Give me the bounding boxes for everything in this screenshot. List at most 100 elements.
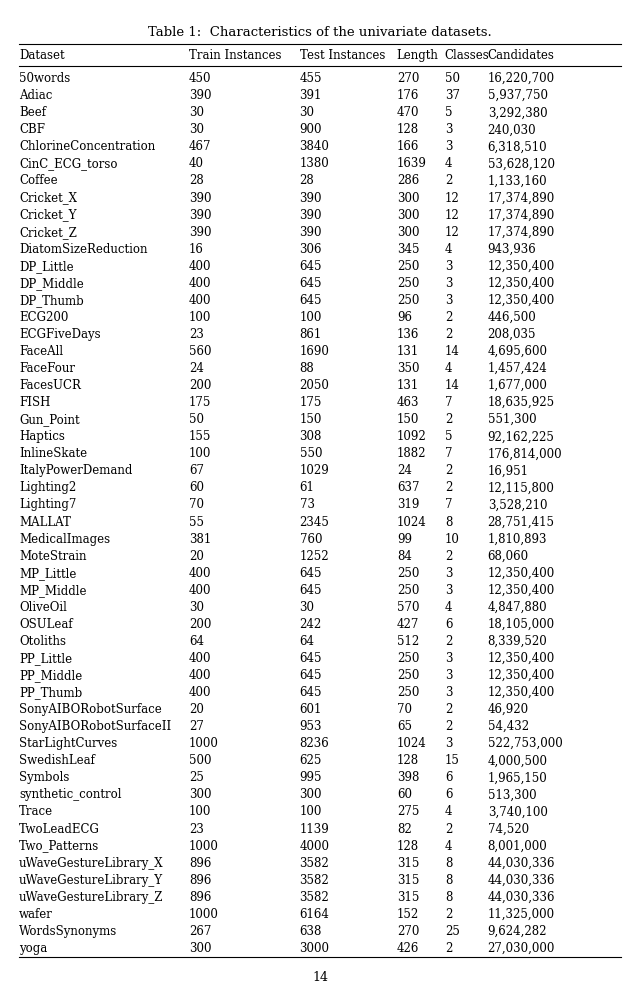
Text: 82: 82	[397, 823, 412, 836]
Text: InlineSkate: InlineSkate	[19, 447, 87, 460]
Text: 7: 7	[445, 447, 452, 460]
Text: 5: 5	[445, 430, 452, 443]
Text: 5: 5	[445, 106, 452, 119]
Text: 315: 315	[397, 874, 419, 887]
Text: 44,030,336: 44,030,336	[488, 874, 555, 887]
Text: 7: 7	[445, 499, 452, 511]
Text: 12,350,400: 12,350,400	[488, 652, 555, 665]
Text: 28,751,415: 28,751,415	[488, 516, 555, 528]
Text: 2: 2	[445, 823, 452, 836]
Text: 37: 37	[445, 89, 460, 102]
Text: 17,374,890: 17,374,890	[488, 225, 555, 238]
Text: 27: 27	[189, 720, 204, 733]
Text: FaceAll: FaceAll	[19, 345, 63, 358]
Text: 65: 65	[397, 720, 412, 733]
Text: 23: 23	[189, 328, 204, 341]
Text: 3: 3	[445, 260, 452, 273]
Text: 250: 250	[397, 260, 419, 273]
Text: 40: 40	[189, 157, 204, 170]
Text: TwoLeadECG: TwoLeadECG	[19, 823, 100, 836]
Text: 2: 2	[445, 908, 452, 921]
Text: 128: 128	[397, 840, 419, 853]
Text: 645: 645	[300, 686, 322, 699]
Text: 3: 3	[445, 669, 452, 682]
Text: 400: 400	[189, 260, 211, 273]
Text: 17,374,890: 17,374,890	[488, 208, 555, 221]
Text: 250: 250	[397, 294, 419, 307]
Text: 645: 645	[300, 260, 322, 273]
Text: 645: 645	[300, 669, 322, 682]
Text: 240,030: 240,030	[488, 123, 536, 136]
Text: Cricket_Y: Cricket_Y	[19, 208, 77, 221]
Text: 391: 391	[300, 89, 322, 102]
Text: 100: 100	[300, 311, 322, 324]
Text: 1024: 1024	[397, 737, 426, 750]
Text: 390: 390	[189, 191, 211, 204]
Text: 11,325,000: 11,325,000	[488, 908, 555, 921]
Text: SonyAIBORobotSurface: SonyAIBORobotSurface	[19, 703, 162, 716]
Text: 645: 645	[300, 294, 322, 307]
Text: 467: 467	[189, 140, 211, 153]
Text: 84: 84	[397, 550, 412, 563]
Text: 3582: 3582	[300, 857, 329, 870]
Text: SwedishLeaf: SwedishLeaf	[19, 755, 95, 768]
Text: 601: 601	[300, 703, 322, 716]
Text: 12: 12	[445, 208, 460, 221]
Text: 400: 400	[189, 669, 211, 682]
Text: 175: 175	[300, 396, 322, 409]
Text: 1029: 1029	[300, 464, 329, 477]
Text: 3: 3	[445, 686, 452, 699]
Text: 30: 30	[300, 106, 314, 119]
Text: 943,936: 943,936	[488, 242, 536, 256]
Text: 250: 250	[397, 652, 419, 665]
Text: 2: 2	[445, 635, 452, 648]
Text: 390: 390	[300, 208, 322, 221]
Text: Dataset: Dataset	[19, 49, 65, 61]
Text: 92,162,225: 92,162,225	[488, 430, 554, 443]
Text: 900: 900	[300, 123, 322, 136]
Text: 570: 570	[397, 601, 419, 614]
Text: 55: 55	[189, 516, 204, 528]
Text: ItalyPowerDemand: ItalyPowerDemand	[19, 464, 132, 477]
Text: 50: 50	[189, 413, 204, 426]
Text: 1882: 1882	[397, 447, 426, 460]
Text: uWaveGestureLibrary_Y: uWaveGestureLibrary_Y	[19, 874, 163, 887]
Text: 50words: 50words	[19, 72, 70, 85]
Text: 638: 638	[300, 925, 322, 938]
Text: Candidates: Candidates	[488, 49, 554, 61]
Text: Coffee: Coffee	[19, 174, 58, 187]
Text: 2: 2	[445, 311, 452, 324]
Text: 2: 2	[445, 328, 452, 341]
Text: 625: 625	[300, 755, 322, 768]
Text: 4,000,500: 4,000,500	[488, 755, 548, 768]
Text: 136: 136	[397, 328, 419, 341]
Text: synthetic_control: synthetic_control	[19, 789, 122, 802]
Text: 286: 286	[397, 174, 419, 187]
Text: 25: 25	[445, 925, 460, 938]
Text: DiatomSizeReduction: DiatomSizeReduction	[19, 242, 148, 256]
Text: uWaveGestureLibrary_X: uWaveGestureLibrary_X	[19, 857, 164, 870]
Text: 390: 390	[189, 208, 211, 221]
Text: 12,350,400: 12,350,400	[488, 669, 555, 682]
Text: 463: 463	[397, 396, 419, 409]
Text: 10: 10	[445, 533, 460, 546]
Text: 645: 645	[300, 567, 322, 580]
Text: Length: Length	[397, 49, 438, 61]
Text: 30: 30	[300, 601, 314, 614]
Text: 54,432: 54,432	[488, 720, 529, 733]
Text: 150: 150	[300, 413, 322, 426]
Text: 319: 319	[397, 499, 419, 511]
Text: 99: 99	[397, 533, 412, 546]
Text: 645: 645	[300, 584, 322, 597]
Text: 4: 4	[445, 242, 452, 256]
Text: 6,318,510: 6,318,510	[488, 140, 547, 153]
Text: 3: 3	[445, 277, 452, 290]
Text: 500: 500	[189, 755, 211, 768]
Text: 3,740,100: 3,740,100	[488, 806, 548, 819]
Text: 1000: 1000	[189, 908, 219, 921]
Text: 3: 3	[445, 294, 452, 307]
Text: 128: 128	[397, 123, 419, 136]
Text: 242: 242	[300, 618, 322, 631]
Text: PP_Thumb: PP_Thumb	[19, 686, 83, 699]
Text: 390: 390	[189, 89, 211, 102]
